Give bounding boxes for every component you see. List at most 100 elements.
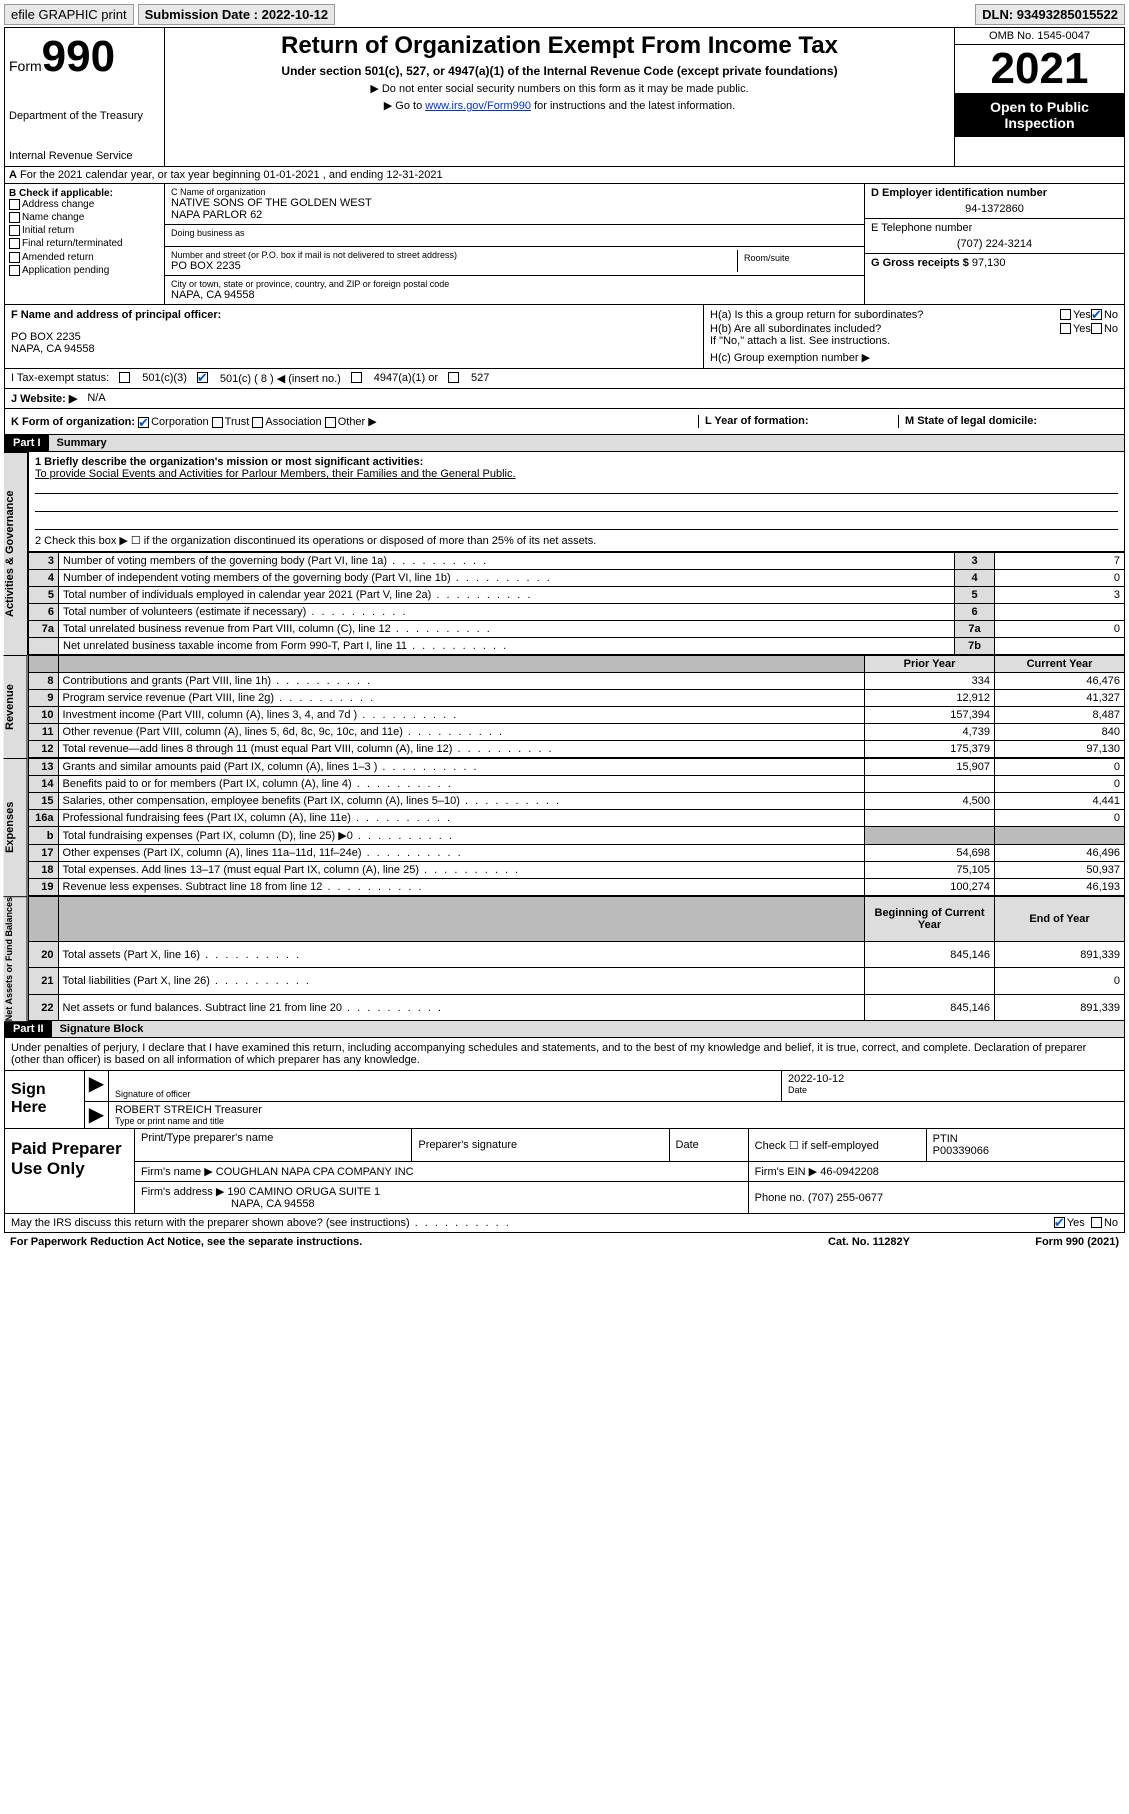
discuss-no[interactable] <box>1091 1217 1102 1228</box>
ein-label: D Employer identification number <box>871 187 1118 199</box>
table-row: 4Number of independent voting members of… <box>29 570 1125 587</box>
line-l: L Year of formation: <box>705 415 809 427</box>
sign-here-label: Sign Here <box>5 1071 85 1128</box>
table-row: 5Total number of individuals employed in… <box>29 587 1125 604</box>
line-a: A For the 2021 calendar year, or tax yea… <box>4 167 1125 184</box>
officer-addr1: PO BOX 2235 <box>11 331 697 343</box>
table-row: 14Benefits paid to or for members (Part … <box>28 776 1124 793</box>
dln: DLN: 93493285015522 <box>975 4 1125 25</box>
org-name-2: NAPA PARLOR 62 <box>171 209 858 221</box>
q2-text: 2 Check this box ▶ ☐ if the organization… <box>35 534 1118 547</box>
tax-year: 2021 <box>955 45 1124 93</box>
line-j: J Website: ▶ N/A <box>4 389 1125 409</box>
hb-no[interactable] <box>1091 323 1102 334</box>
form-number: 990 <box>42 32 115 81</box>
form-header: Form990 Department of the Treasury Inter… <box>4 27 1125 167</box>
hc-label: H(c) Group exemption number ▶ <box>710 351 1118 364</box>
cb-501c3[interactable] <box>119 372 130 383</box>
checkbox-address-change[interactable]: Address change <box>9 199 160 210</box>
checkbox-initial-return[interactable]: Initial return <box>9 225 160 236</box>
arrow-icon: ▶ <box>85 1102 109 1128</box>
mission-text: To provide Social Events and Activities … <box>35 468 1118 480</box>
ein-value: 94-1372860 <box>871 203 1118 215</box>
table-row: 16aProfessional fundraising fees (Part I… <box>28 810 1124 827</box>
table-row: 15Salaries, other compensation, employee… <box>28 793 1124 810</box>
governance-table: 3Number of voting members of the governi… <box>28 552 1125 655</box>
tel-value: (707) 224-3214 <box>871 238 1118 250</box>
efile-button[interactable]: efile GRAPHIC print <box>4 4 134 25</box>
org-name-1: NATIVE SONS OF THE GOLDEN WEST <box>171 197 858 209</box>
website-value: N/A <box>87 392 105 405</box>
col-b: B Check if applicable: Address change Nam… <box>5 184 165 304</box>
checkbox-application-pending[interactable]: Application pending <box>9 265 160 276</box>
cb-trust[interactable] <box>212 417 223 428</box>
dba-label: Doing business as <box>171 228 858 238</box>
gross-label: G Gross receipts $ <box>871 257 969 269</box>
checkbox-name-change[interactable]: Name change <box>9 212 160 223</box>
side-activities: Activities & Governance <box>4 452 28 655</box>
dept-treasury: Department of the Treasury <box>9 110 160 122</box>
city-label: City or town, state or province, country… <box>171 279 858 289</box>
firm-phone: (707) 255-0677 <box>808 1192 883 1204</box>
cb-4947[interactable] <box>351 372 362 383</box>
perjury-statement: Under penalties of perjury, I declare th… <box>4 1038 1125 1071</box>
part-ii-header: Part II Signature Block <box>4 1021 1125 1038</box>
firm-addr2: NAPA, CA 94558 <box>231 1198 315 1210</box>
table-row: bTotal fundraising expenses (Part IX, co… <box>28 827 1124 845</box>
table-row: 6Total number of volunteers (estimate if… <box>29 604 1125 621</box>
discuss-yes[interactable] <box>1054 1217 1065 1228</box>
firm-name: COUGHLAN NAPA CPA COMPANY INC <box>216 1166 414 1178</box>
cb-corp[interactable] <box>138 417 149 428</box>
checkbox-final-return-terminated[interactable]: Final return/terminated <box>9 238 160 249</box>
side-revenue: Revenue <box>4 655 28 758</box>
checkbox-amended-return[interactable]: Amended return <box>9 252 160 263</box>
irs-label: Internal Revenue Service <box>9 150 160 162</box>
cb-other[interactable] <box>325 417 336 428</box>
ha-label: H(a) Is this a group return for subordin… <box>710 309 1060 321</box>
part-i-header: Part I Summary <box>4 435 1125 452</box>
table-row: 10Investment income (Part VIII, column (… <box>28 707 1124 724</box>
expenses-table: 13Grants and similar amounts paid (Part … <box>28 758 1125 896</box>
col-b-title: B Check if applicable: <box>9 188 160 199</box>
addr-label: Number and street (or P.O. box if mail i… <box>171 250 737 260</box>
room-label: Room/suite <box>744 253 852 263</box>
ssn-note: ▶ Do not enter social security numbers o… <box>169 82 950 95</box>
goto-note: ▶ Go to www.irs.gov/Form990 for instruct… <box>169 99 950 112</box>
table-row: Net unrelated business taxable income fr… <box>29 638 1125 655</box>
submission-date: Submission Date : 2022-10-12 <box>138 4 336 25</box>
col-d: D Employer identification number 94-1372… <box>864 184 1124 304</box>
table-row: 17Other expenses (Part IX, column (A), l… <box>28 845 1124 862</box>
top-bar: efile GRAPHIC print Submission Date : 20… <box>4 4 1125 25</box>
table-row: 20Total assets (Part X, line 16)845,1468… <box>28 942 1124 968</box>
hb-yes[interactable] <box>1060 323 1071 334</box>
cb-501c[interactable] <box>197 372 208 383</box>
cb-assoc[interactable] <box>252 417 263 428</box>
discuss-row: May the IRS discuss this return with the… <box>4 1214 1125 1233</box>
table-row: 9Program service revenue (Part VIII, lin… <box>28 690 1124 707</box>
gross-value: 97,130 <box>972 257 1006 269</box>
officer-name-title: ROBERT STREICH Treasurer <box>115 1104 1118 1116</box>
ptin-value: P00339066 <box>933 1145 1118 1157</box>
form990-link[interactable]: www.irs.gov/Form990 <box>425 100 531 112</box>
tel-label: E Telephone number <box>871 222 1118 234</box>
name-title-label: Type or print name and title <box>115 1116 1118 1126</box>
firm-addr1: 190 CAMINO ORUGA SUITE 1 <box>227 1186 380 1198</box>
table-row: 7aTotal unrelated business revenue from … <box>29 621 1125 638</box>
table-row: 12Total revenue—add lines 8 through 11 (… <box>28 741 1124 758</box>
cat-no: Cat. No. 11282Y <box>769 1236 969 1248</box>
ha-yes[interactable] <box>1060 309 1071 320</box>
side-netassets: Net Assets or Fund Balances <box>4 896 28 1021</box>
table-row: 3Number of voting members of the governi… <box>29 553 1125 570</box>
table-row: 18Total expenses. Add lines 13–17 (must … <box>28 862 1124 879</box>
block-bcd: B Check if applicable: Address change Nam… <box>4 184 1125 305</box>
line-i: I Tax-exempt status: 501(c)(3) 501(c) ( … <box>4 369 1125 389</box>
sig-date: 2022-10-12 <box>788 1073 1118 1085</box>
block-fh: F Name and address of principal officer:… <box>4 305 1125 369</box>
cb-527[interactable] <box>448 372 459 383</box>
ha-no[interactable] <box>1091 309 1102 320</box>
form-word: Form <box>9 58 42 74</box>
revenue-table: Prior YearCurrent Year8Contributions and… <box>28 655 1125 758</box>
line-f-label: F Name and address of principal officer: <box>11 309 221 321</box>
q1-block: 1 Briefly describe the organization's mi… <box>28 452 1125 552</box>
table-row: 8Contributions and grants (Part VIII, li… <box>28 673 1124 690</box>
